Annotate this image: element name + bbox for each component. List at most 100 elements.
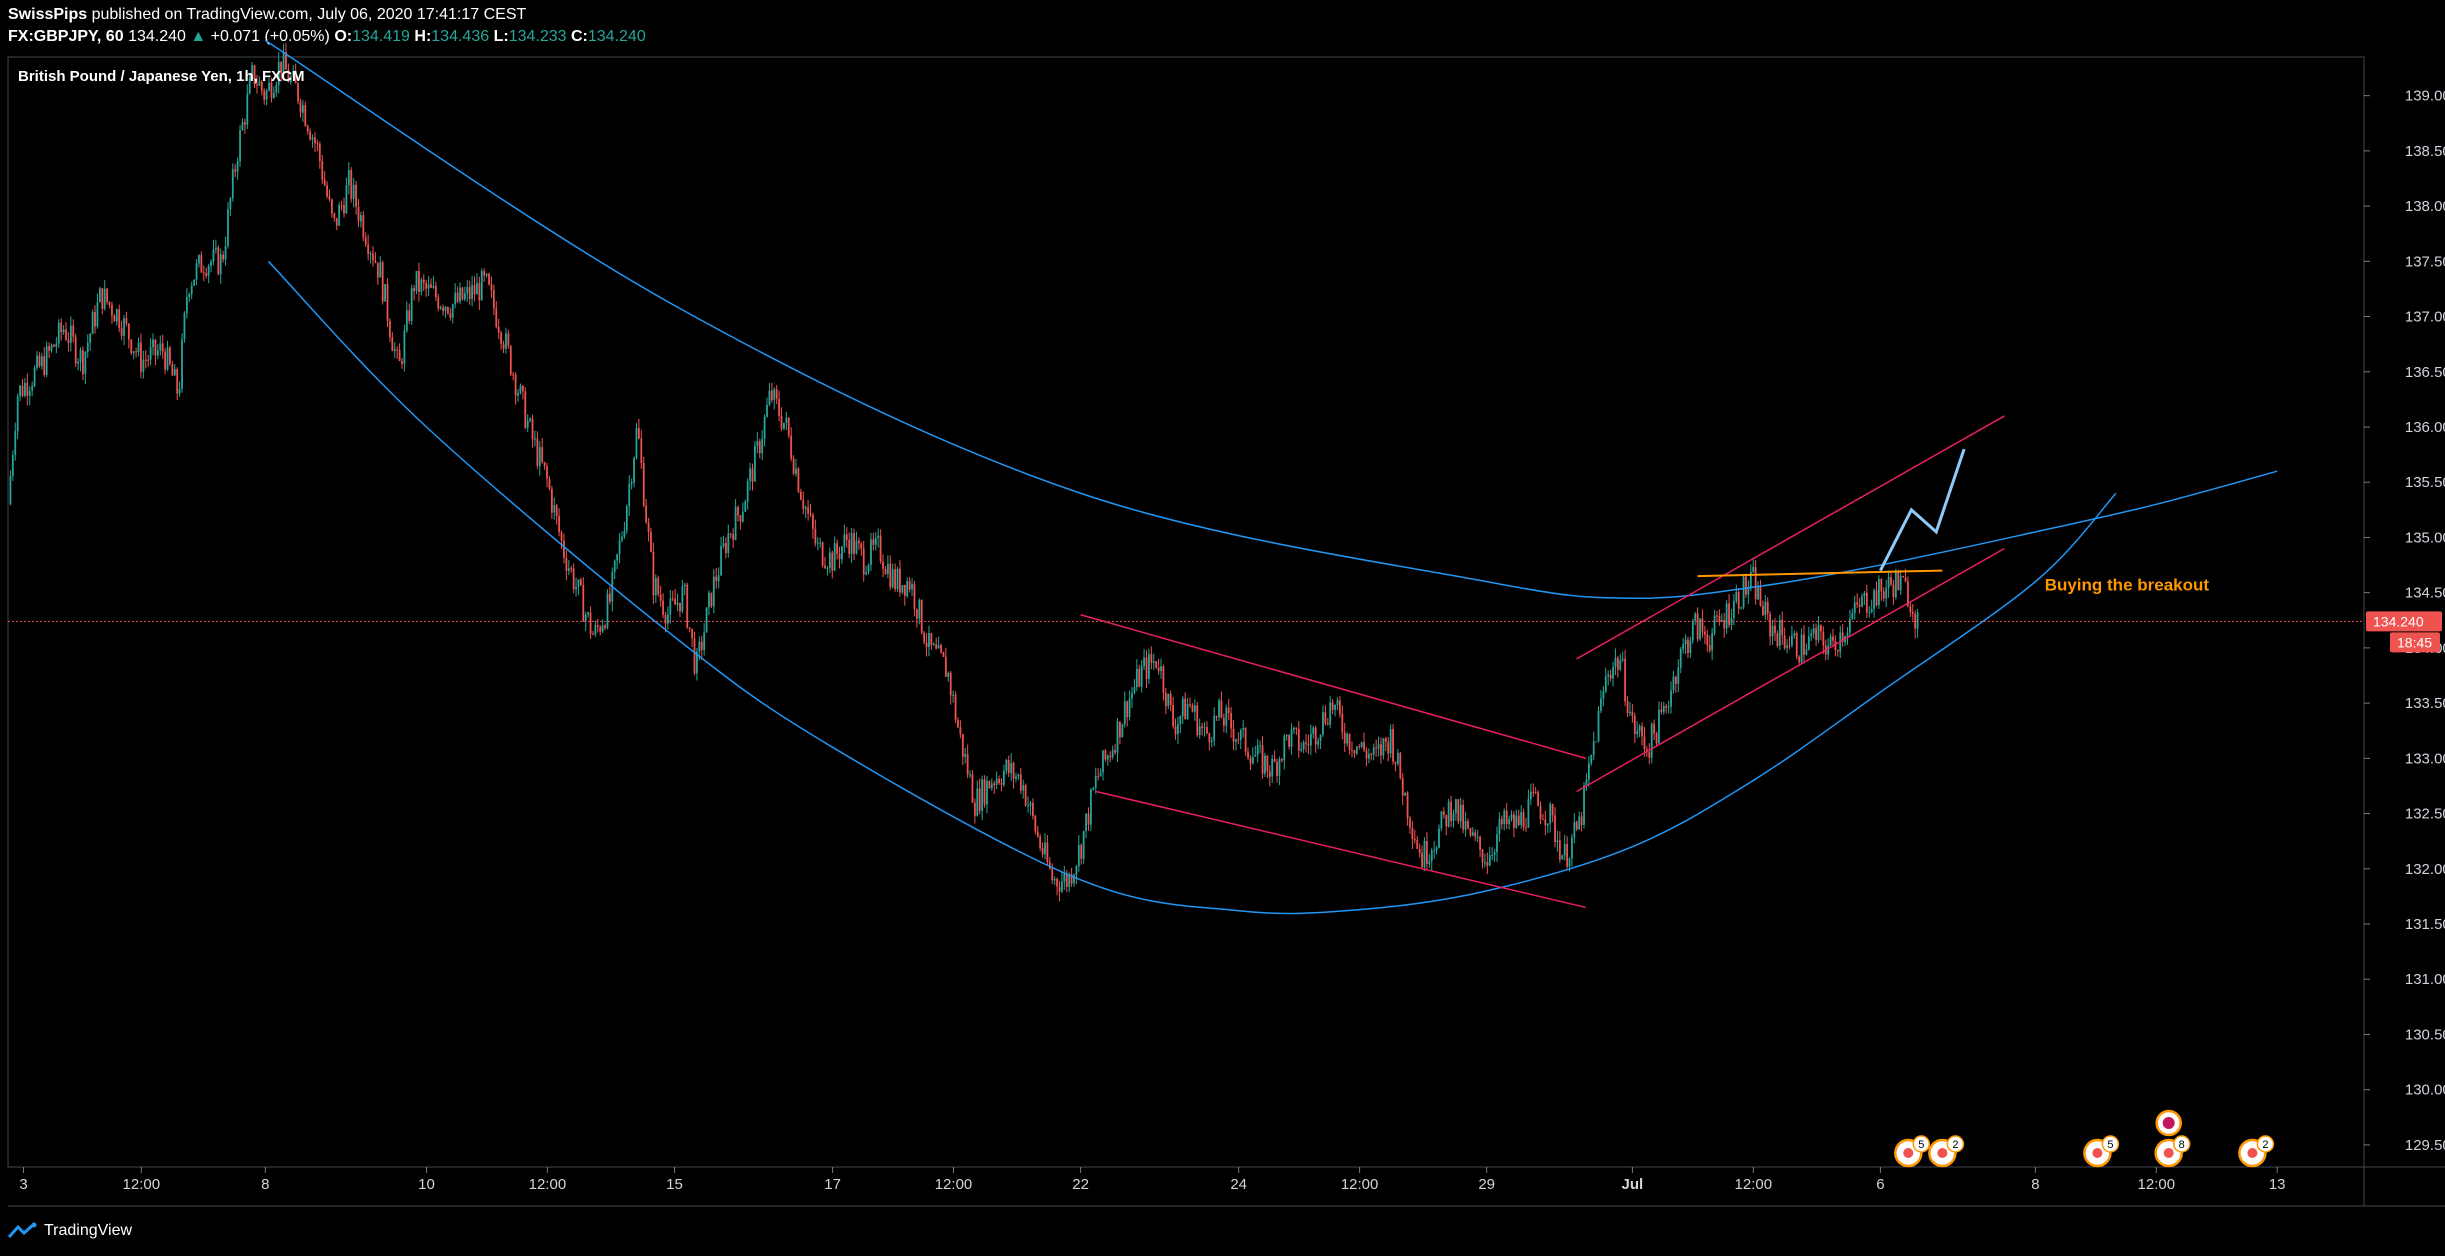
economic-events[interactable]: 5 2 5 8 2 xyxy=(1894,1109,2275,1168)
candle-body xyxy=(1348,733,1351,750)
candle-body xyxy=(1061,881,1063,892)
price-tick-label: 130.500 xyxy=(2405,1026,2445,1043)
candle-body xyxy=(1556,840,1559,843)
candle-body xyxy=(1614,658,1617,667)
candle-body xyxy=(275,84,278,93)
candle-body xyxy=(1203,727,1206,729)
candle-body xyxy=(347,170,350,186)
candle-body xyxy=(969,774,971,776)
candle-body xyxy=(981,779,984,811)
candle-body xyxy=(1131,692,1133,699)
candle-body xyxy=(633,457,635,483)
candle-body xyxy=(654,578,657,596)
candle-body xyxy=(698,641,701,652)
candle-body xyxy=(1116,721,1119,753)
candle-body xyxy=(1401,778,1404,796)
candle-body xyxy=(879,535,882,562)
candle-body xyxy=(729,533,732,535)
symbol-header: FX:GBPJPY, 60 134.240 ▲ +0.071 (+0.05%) … xyxy=(8,28,646,46)
resistance-line[interactable] xyxy=(1697,569,1943,578)
desc-channel-upper-line[interactable] xyxy=(1080,614,1587,760)
candle-body xyxy=(1341,713,1344,733)
candle-body xyxy=(1184,698,1187,720)
candle-body xyxy=(1070,874,1073,884)
candle-body xyxy=(1399,752,1402,779)
candle-body xyxy=(944,656,947,677)
candle-body xyxy=(814,529,817,544)
candle-body xyxy=(896,568,899,590)
candle-body xyxy=(1104,750,1107,760)
candle-body xyxy=(1360,742,1363,747)
candle-body xyxy=(1082,830,1085,859)
candle-body xyxy=(563,540,565,558)
candle-body xyxy=(156,350,159,356)
arc-lower-line[interactable] xyxy=(267,260,2117,915)
candle-body xyxy=(374,260,377,263)
candle-body xyxy=(1650,723,1653,758)
candle-body xyxy=(1044,842,1046,855)
candle-body xyxy=(548,478,551,489)
candle-body xyxy=(1010,763,1013,774)
candle-body xyxy=(219,254,222,275)
candle-body xyxy=(231,169,234,199)
candle-body xyxy=(297,83,299,102)
candle-body xyxy=(1002,770,1005,785)
candle-body xyxy=(1162,666,1165,693)
candle-body xyxy=(860,543,863,549)
candle-body xyxy=(1771,625,1774,637)
candle-body xyxy=(222,254,225,260)
candle-body xyxy=(91,312,94,334)
candle-body xyxy=(1759,585,1762,606)
candle-body xyxy=(587,612,590,615)
candle-body xyxy=(1300,748,1303,751)
projection-line[interactable] xyxy=(1879,448,1966,572)
candle-body xyxy=(1353,750,1356,754)
tradingview-logo-icon[interactable] xyxy=(8,1222,38,1240)
price-axis[interactable]: 139.000 138.500 138.000 137.500 137.000 136.5… xyxy=(2364,88,2445,1154)
candle-body xyxy=(1817,625,1820,640)
candle-body xyxy=(1027,805,1029,807)
chart-title: British Pound / Japanese Yen, 1h, FXCM xyxy=(18,68,304,85)
candle-body xyxy=(1832,636,1834,641)
candle-body xyxy=(135,351,138,353)
candle-body xyxy=(1133,687,1136,693)
candle-body xyxy=(819,542,822,544)
candle-body xyxy=(473,285,476,295)
candle-body xyxy=(1068,874,1071,887)
arc-upper-line[interactable] xyxy=(264,39,2278,600)
candle-body xyxy=(1355,746,1358,754)
candle-body xyxy=(234,169,237,172)
time-tick-label: 6 xyxy=(1876,1176,1884,1193)
candle-body xyxy=(1732,601,1735,619)
candle-body xyxy=(101,288,104,309)
candle-body xyxy=(1885,587,1888,599)
time-axis[interactable]: 3 12:00 8 10 12:00 15 17 12:00 22 24 12:00 29 Jul 12:… xyxy=(19,1167,2286,1193)
candle-body xyxy=(43,356,46,375)
candle-body xyxy=(1907,581,1909,607)
candle-body xyxy=(1457,799,1460,822)
candle-body xyxy=(193,279,196,286)
candle-body xyxy=(1259,745,1262,747)
candle-body xyxy=(1880,578,1883,592)
asc-channel-lower-line[interactable] xyxy=(1576,547,2005,793)
tradingview-brand[interactable]: TradingView xyxy=(44,1222,133,1239)
candle-body xyxy=(1266,755,1269,772)
candle-body xyxy=(1718,616,1721,622)
candle-body xyxy=(251,65,254,79)
candle-body xyxy=(1776,633,1779,646)
candle-body xyxy=(1201,726,1204,729)
close-label: C: xyxy=(570,28,588,45)
asc-channel-upper-line[interactable] xyxy=(1576,415,2005,660)
event-dot-icon xyxy=(2163,1148,2174,1158)
candle-body xyxy=(396,349,399,351)
desc-channel-lower-line[interactable] xyxy=(1095,790,1587,909)
candle-body xyxy=(1452,813,1455,822)
time-tick-label: 24 xyxy=(1230,1176,1247,1193)
candle-body xyxy=(1179,716,1182,724)
candle-body xyxy=(986,780,988,805)
candle-body xyxy=(1280,759,1283,761)
price-tick-label: 131.500 xyxy=(2405,916,2445,933)
candle-body xyxy=(1075,866,1078,875)
candle-body xyxy=(106,288,109,302)
